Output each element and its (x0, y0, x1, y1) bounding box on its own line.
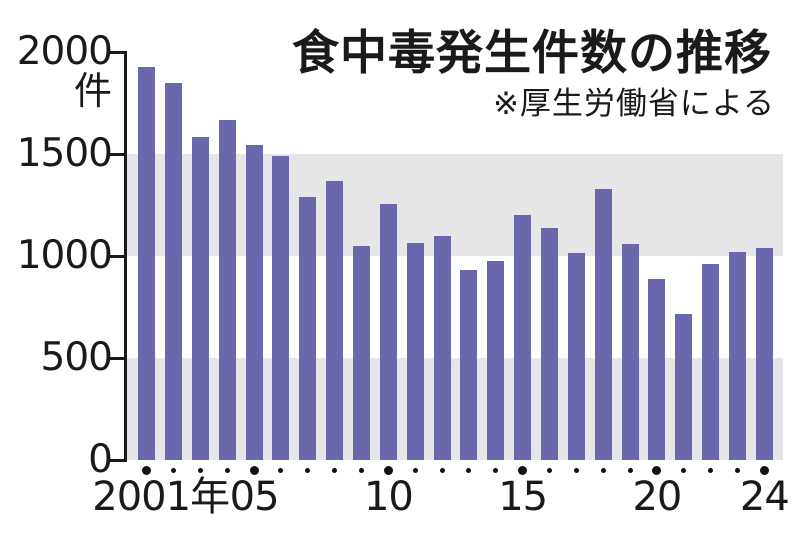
x-minor-dot-2003 (197, 467, 203, 473)
x-axis-label-2001: 2001年 (92, 474, 230, 520)
x-minor-dot-2014 (493, 467, 499, 473)
bar-2017 (567, 253, 585, 460)
bar-2019 (621, 243, 639, 460)
y-axis-label-1500: 1500 (16, 131, 113, 176)
x-major-dot-2010 (383, 465, 393, 475)
x-minor-dot-2002 (171, 467, 177, 473)
x-major-dot-2024 (759, 465, 769, 475)
y-axis-unit-label: 件 (73, 69, 112, 113)
x-minor-dot-2006 (278, 467, 284, 473)
x-minor-dot-2017 (573, 467, 579, 473)
x-axis-label-2010: 10 (363, 474, 414, 520)
bar-2016 (541, 227, 559, 460)
x-minor-dot-2012 (439, 467, 445, 473)
bar-2018 (594, 188, 612, 460)
bar-2008 (326, 180, 344, 460)
bar-2020 (648, 279, 666, 460)
bar-2007 (299, 197, 317, 460)
bar-2024 (755, 248, 773, 460)
x-axis-label-2020: 20 (632, 474, 682, 520)
bar-2003 (191, 136, 209, 460)
bar-2009 (353, 246, 371, 460)
y-axis-tick (109, 152, 127, 156)
x-axis-label-2015: 15 (498, 474, 548, 520)
bar-2023 (729, 251, 746, 460)
y-axis-tick (109, 458, 127, 462)
bar-2005 (245, 144, 263, 460)
x-minor-dot-2018 (600, 467, 606, 473)
x-major-dot-2020 (652, 465, 662, 475)
x-minor-dot-2013 (466, 467, 472, 473)
y-axis-label-1000: 1000 (16, 233, 113, 278)
x-minor-dot-2019 (627, 467, 633, 473)
y-axis-tick (109, 254, 127, 258)
x-minor-dot-2009 (359, 467, 365, 473)
y-axis-label-0: 0 (88, 437, 113, 482)
bar-2001 (138, 66, 156, 460)
y-axis-tick (109, 356, 127, 360)
x-minor-dot-2004 (224, 467, 230, 473)
bar-2014 (487, 260, 505, 460)
x-major-dot-2005 (249, 465, 259, 475)
x-minor-dot-2008 (332, 467, 338, 473)
x-minor-dot-2023 (735, 467, 740, 473)
y-axis-label-2000: 2000 (16, 29, 113, 74)
bar-2011 (406, 243, 424, 460)
bar-2022 (702, 263, 720, 460)
x-minor-dot-2007 (305, 467, 311, 473)
bar-2012 (433, 235, 451, 460)
bar-2006 (272, 155, 290, 460)
y-axis-tick (109, 50, 127, 54)
bar-2015 (514, 214, 532, 460)
bar-2004 (218, 120, 236, 460)
bar-2010 (379, 204, 397, 460)
x-axis-label-2005: 05 (229, 474, 280, 520)
x-minor-dot-2022 (708, 467, 714, 473)
bar-2002 (165, 82, 183, 460)
bar-2013 (460, 270, 478, 460)
grid-band (127, 358, 783, 460)
x-major-dot-2001 (142, 465, 152, 475)
x-axis-label-2024: 24 (739, 474, 790, 520)
x-major-dot-2015 (518, 465, 528, 475)
y-axis-label-500: 500 (40, 335, 113, 380)
x-minor-dot-2021 (681, 467, 687, 473)
grid-band (127, 154, 783, 256)
chart-title: 食中毒発生件数の推移 (292, 26, 772, 81)
x-minor-dot-2011 (412, 467, 418, 473)
bar-2021 (675, 313, 693, 460)
x-minor-dot-2016 (547, 467, 553, 473)
chart-source-note: ※厚生労働省による (492, 86, 775, 122)
